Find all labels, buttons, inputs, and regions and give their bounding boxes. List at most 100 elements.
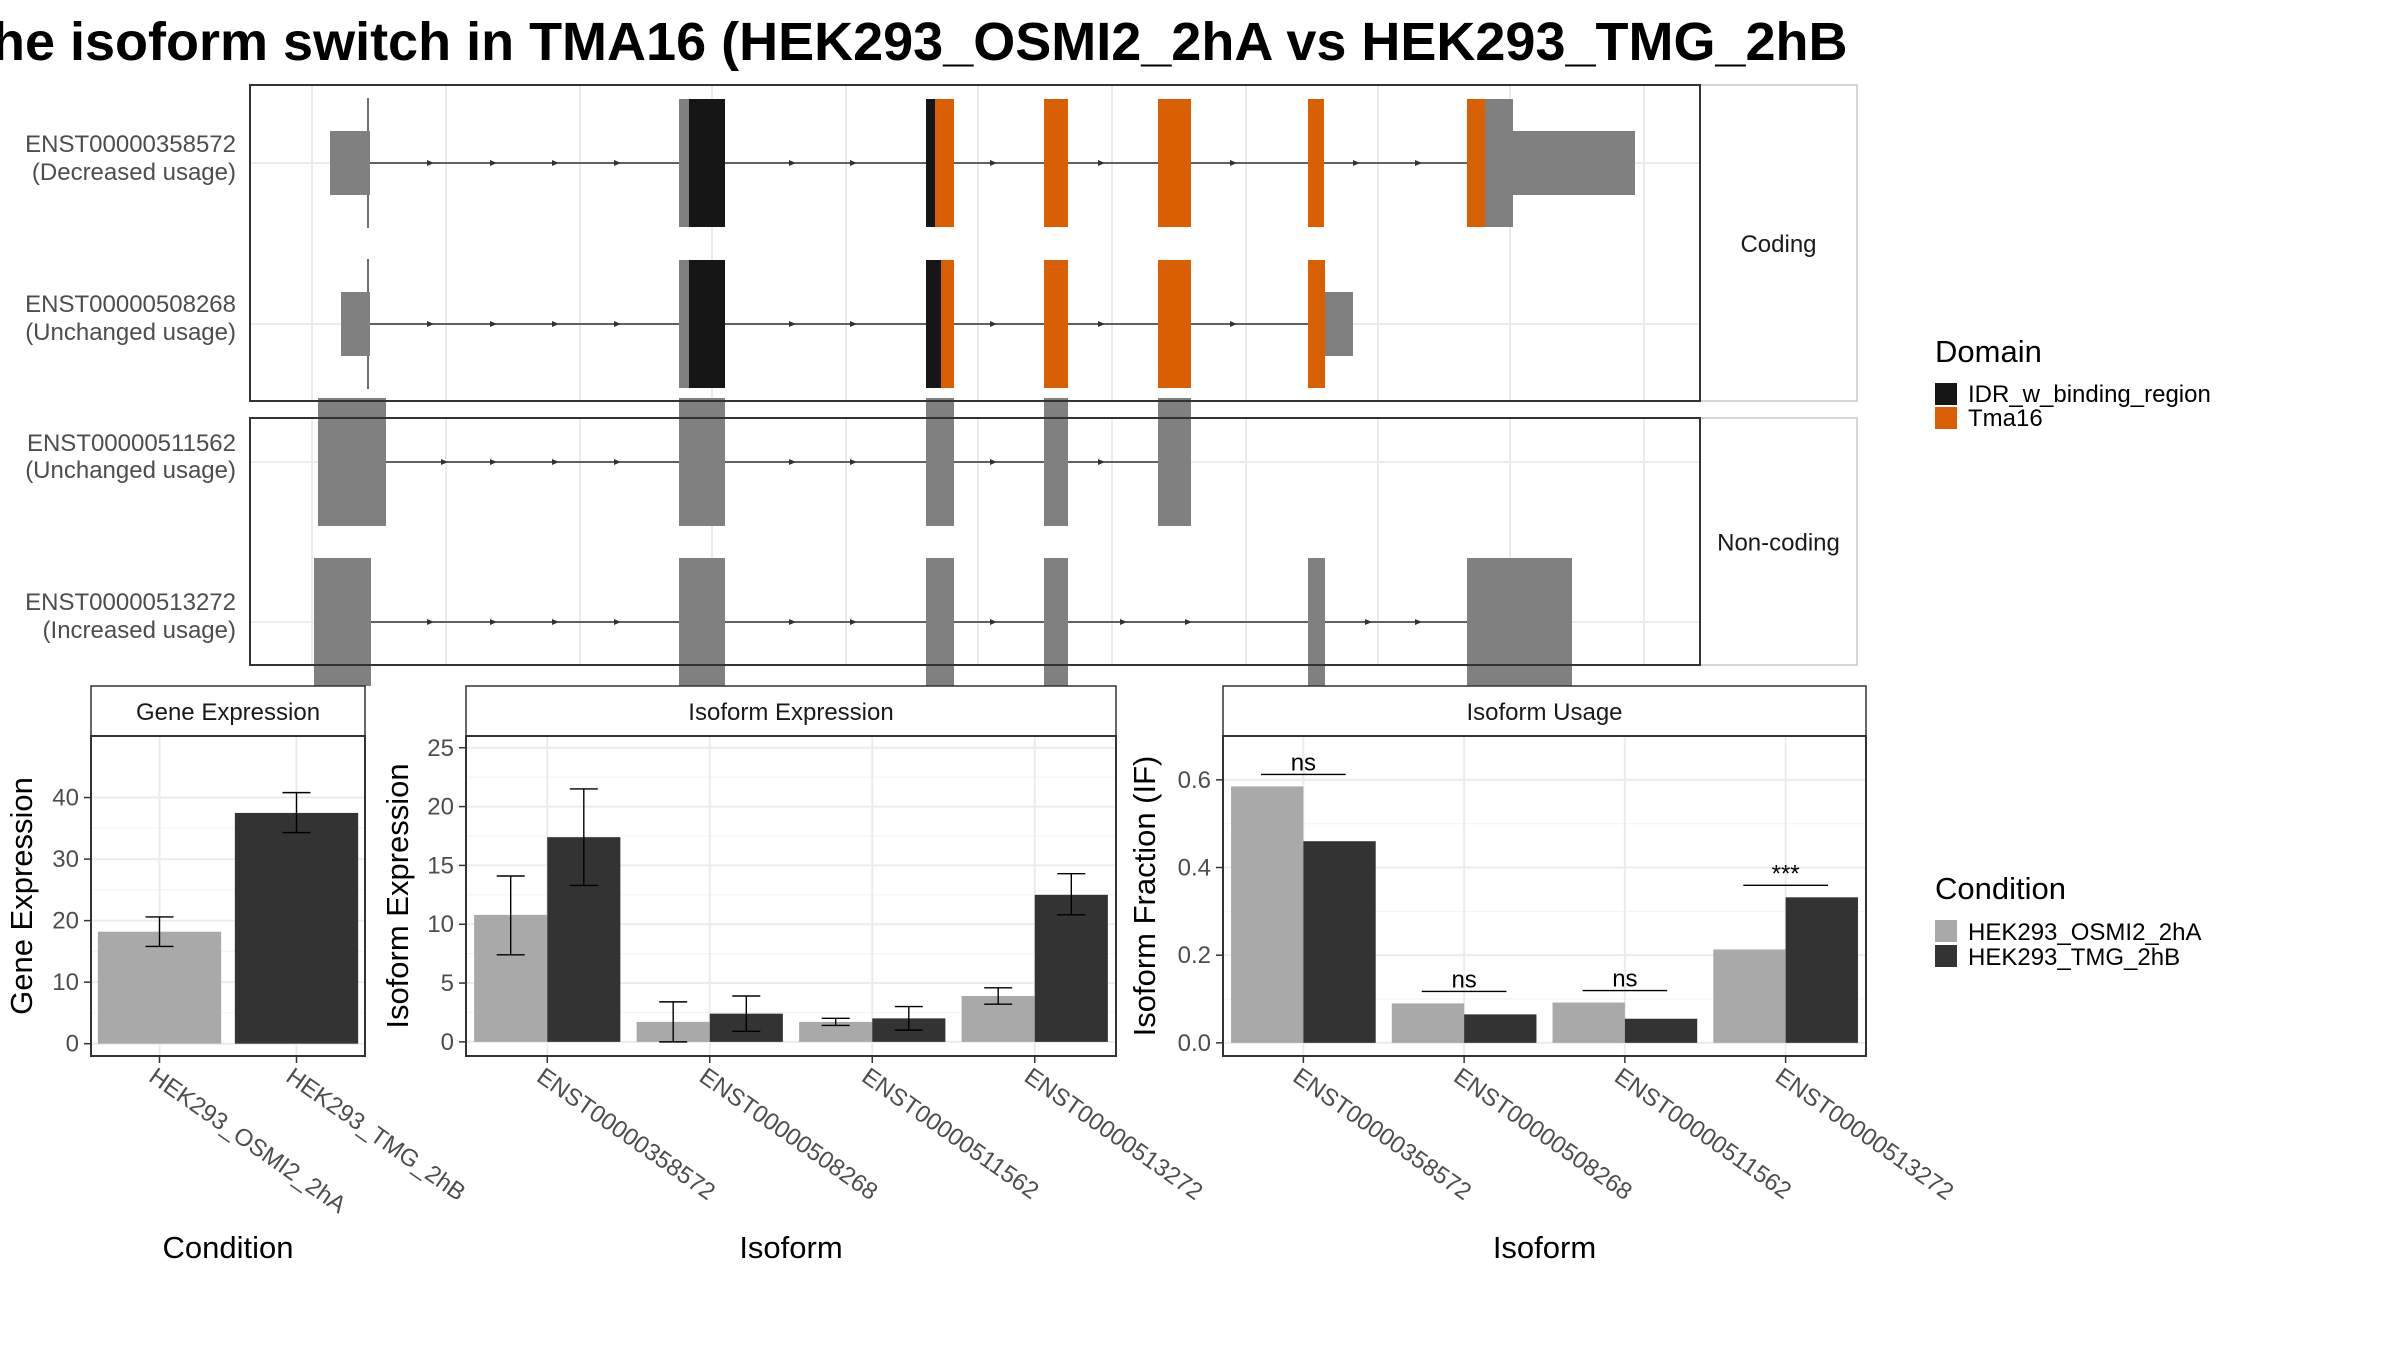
legend-item-label: IDR_w_binding_region: [1968, 381, 2211, 408]
x-axis-title: Condition: [163, 1230, 294, 1265]
bar: [1785, 897, 1858, 1043]
exon-block: [1044, 398, 1068, 526]
exon-block: [1158, 398, 1191, 526]
x-axis-title: Isoform: [739, 1230, 842, 1265]
exon-block: [679, 398, 725, 526]
x-axis-title: Isoform: [1493, 1230, 1596, 1265]
direction-arrow: [990, 321, 997, 327]
significance-label: ns: [1291, 749, 1316, 776]
direction-arrow: [614, 160, 621, 166]
exon-block: [1044, 558, 1068, 686]
x-tick-label: ENST00000513272: [1770, 1063, 1958, 1206]
direction-arrow: [1353, 160, 1360, 166]
figure-title: he isoform switch in TMA16 (HEK293_OSMI2…: [0, 12, 1848, 72]
direction-arrow: [789, 619, 796, 625]
tma16-domain-block: [1158, 99, 1191, 227]
x-tick-label: ENST00000513272: [1019, 1063, 1207, 1206]
legend-title: Domain: [1935, 334, 2042, 369]
y-tick-label: 40: [52, 785, 79, 812]
direction-arrow: [850, 160, 857, 166]
direction-arrow: [427, 321, 434, 327]
exon-block: [1467, 558, 1572, 686]
bar: [1552, 1002, 1625, 1043]
y-tick-label: 10: [427, 911, 454, 938]
transcript-usage-label: (Unchanged usage): [25, 319, 236, 346]
exon-block: [679, 99, 689, 227]
isoform-expression-chart: Isoform Expression 0 5 10 15 20 25 ENST00000358…: [380, 685, 1208, 1265]
panel-strip-label: Isoform Usage: [1466, 699, 1622, 726]
gene-expression-chart: Gene Expression010203040HEK293_OSMI2_2hA…: [4, 685, 470, 1265]
direction-arrow: [789, 160, 796, 166]
transcript-usage-label: (Unchanged usage): [25, 457, 236, 484]
panel-background: [250, 85, 1700, 401]
direction-arrow: [490, 619, 497, 625]
plot-border: [90, 735, 366, 1057]
direction-arrow: [1365, 619, 1372, 625]
tma16-domain-block: [1308, 99, 1324, 227]
tma16-domain-block: [1308, 260, 1325, 388]
y-axis-title: Gene Expression: [4, 777, 39, 1015]
exon-block: [1308, 558, 1325, 686]
tma16-domain-block: [935, 99, 954, 227]
x-tick-label: ENST00000358572: [532, 1063, 720, 1206]
y-tick-label: 0.0: [1178, 1030, 1211, 1057]
significance-label: ***: [1772, 860, 1800, 887]
tma16-domain-block: [1158, 260, 1191, 388]
direction-arrow: [990, 459, 997, 465]
direction-arrow: [490, 321, 497, 327]
exon-block: [330, 131, 370, 195]
y-tick-label: 5: [441, 970, 454, 997]
legend-key: [1935, 407, 1957, 429]
direction-arrow: [1230, 160, 1237, 166]
exon-block: [679, 558, 725, 686]
direction-arrow: [441, 459, 448, 465]
direction-arrow: [1230, 321, 1237, 327]
direction-arrow: [427, 160, 434, 166]
x-tick-label: ENST00000358572: [1288, 1063, 1476, 1206]
panel-strip: [1222, 685, 1867, 737]
y-tick-label: 25: [427, 735, 454, 762]
bar: [97, 931, 222, 1044]
x-tick-label: ENST00000511562: [1609, 1063, 1796, 1205]
bar: [1034, 894, 1108, 1042]
direction-arrow: [490, 459, 497, 465]
bar: [1303, 841, 1376, 1043]
exon-block: [314, 558, 371, 686]
direction-arrow: [1415, 160, 1422, 166]
tma16-domain-block: [1467, 99, 1485, 227]
exon-block: [1485, 99, 1513, 227]
bar: [234, 812, 359, 1044]
direction-arrow: [1120, 619, 1127, 625]
tma16-domain-block: [1044, 260, 1068, 388]
direction-arrow: [427, 619, 434, 625]
direction-arrow: [614, 459, 621, 465]
legend-key: [1935, 920, 1957, 942]
transcript-usage-label: (Increased usage): [43, 617, 236, 644]
direction-arrow: [1185, 619, 1192, 625]
isoform-usage-chart: Isoform Usage 0.0 0.2 0.4 0.6 ns ns ns *** ENST00…: [1127, 685, 1958, 1265]
y-tick-label: 30: [52, 846, 79, 873]
y-tick-label: 0: [66, 1031, 79, 1058]
direction-arrow: [1098, 160, 1105, 166]
direction-arrow: [1415, 619, 1422, 625]
transcript-id-label: ENST00000513272: [25, 589, 236, 616]
y-tick-label: 0: [441, 1029, 454, 1056]
bar: [1713, 949, 1786, 1043]
plot-border: [1222, 735, 1867, 1057]
significance-label: ns: [1612, 966, 1637, 993]
direction-arrow: [789, 459, 796, 465]
direction-arrow: [552, 619, 559, 625]
legend-item-label: HEK293_OSMI2_2hA: [1968, 919, 2201, 946]
legend-key: [1935, 383, 1957, 405]
facet-strip: [1699, 84, 1858, 402]
transcript-id-label: ENST00000508268: [25, 291, 236, 318]
panel-border: [249, 84, 1701, 402]
direction-arrow: [1098, 459, 1105, 465]
direction-arrow: [850, 321, 857, 327]
direction-arrow: [1098, 321, 1105, 327]
idr-domain-block: [689, 99, 725, 227]
transcript-structure-plot: Coding Non-coding ENST00000358572(Decrease…: [25, 84, 1858, 686]
y-tick-label: 20: [427, 794, 454, 821]
facet-label: Non-coding: [1717, 530, 1840, 557]
